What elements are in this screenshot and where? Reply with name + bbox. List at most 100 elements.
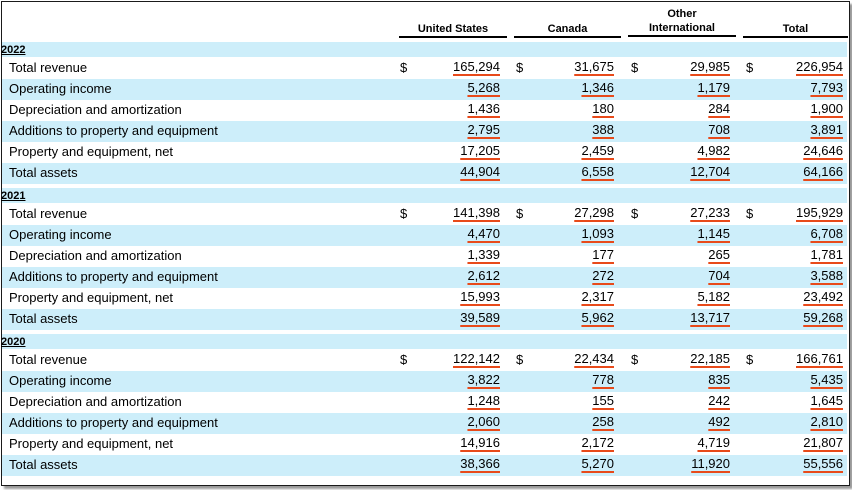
year-label: 2020 xyxy=(1,336,26,348)
row-label-operating-income: Operating income xyxy=(9,373,112,388)
row-label-property-and-equipment-net: Property and equipment, net xyxy=(9,290,174,305)
value-cell: 1,093 xyxy=(581,226,614,241)
currency-symbol: $ xyxy=(631,352,639,367)
value-cell: 17,205 xyxy=(460,143,500,158)
value-cell: 1,248 xyxy=(467,393,500,408)
value-cell: 2,612 xyxy=(467,268,500,283)
row-band xyxy=(2,225,847,246)
value-cell: 166,761 xyxy=(796,351,843,366)
header-canada: Canada xyxy=(514,22,621,38)
value-cell: 6,558 xyxy=(581,164,614,179)
value-cell: 180 xyxy=(592,101,614,116)
value-cell: 1,179 xyxy=(697,80,730,95)
currency-symbol: $ xyxy=(746,206,754,221)
value-cell: 31,675 xyxy=(574,59,614,74)
value-cell: 13,717 xyxy=(690,310,730,325)
header-other-international: Other International xyxy=(628,7,736,37)
value-cell: 2,795 xyxy=(467,122,500,137)
value-cell: 15,993 xyxy=(460,289,500,304)
value-cell: 11,920 xyxy=(691,456,730,471)
value-cell: 38,366 xyxy=(460,456,500,471)
value-cell: 2,459 xyxy=(581,143,614,158)
value-cell: 22,434 xyxy=(574,351,614,366)
value-cell: 122,142 xyxy=(453,351,500,366)
value-cell: 1,339 xyxy=(467,247,500,262)
header-total: Total xyxy=(743,22,848,38)
value-cell: 3,891 xyxy=(810,122,843,137)
value-cell: 195,929 xyxy=(796,205,843,220)
value-cell: 3,588 xyxy=(810,268,843,283)
row-band xyxy=(2,413,847,434)
currency-symbol: $ xyxy=(631,60,639,75)
year-label: 2022 xyxy=(1,44,26,56)
row-label-depreciation-and-amortization: Depreciation and amortization xyxy=(9,102,182,117)
value-cell: 1,145 xyxy=(697,226,730,241)
value-cell: 22,185 xyxy=(690,351,730,366)
value-cell: 5,435 xyxy=(810,372,843,387)
row-band xyxy=(2,309,847,330)
value-cell: 835 xyxy=(708,372,730,387)
value-cell: 258 xyxy=(592,414,614,429)
row-band xyxy=(2,79,847,100)
row-label-total-assets: Total assets xyxy=(9,165,78,180)
currency-symbol: $ xyxy=(516,352,524,367)
currency-symbol: $ xyxy=(400,206,408,221)
value-cell: 7,793 xyxy=(810,80,843,95)
value-cell: 165,294 xyxy=(453,59,500,74)
value-cell: 5,182 xyxy=(697,289,730,304)
row-label-additions-to-property-and-equipment: Additions to property and equipment xyxy=(9,123,218,138)
value-cell: 265 xyxy=(708,247,730,262)
row-label-total-assets: Total assets xyxy=(9,457,78,472)
value-cell: 39,589 xyxy=(460,310,500,325)
row-label-property-and-equipment-net: Property and equipment, net xyxy=(9,436,174,451)
value-cell: 1,645 xyxy=(810,393,843,408)
header-united-states: United States xyxy=(399,22,507,38)
value-cell: 2,060 xyxy=(467,414,500,429)
year-label: 2021 xyxy=(1,190,26,202)
value-cell: 21,807 xyxy=(803,435,843,450)
header-other-line2: International xyxy=(648,22,715,34)
row-band xyxy=(2,455,847,476)
row-band xyxy=(2,163,847,184)
row-label-additions-to-property-and-equipment: Additions to property and equipment xyxy=(9,415,218,430)
currency-symbol: $ xyxy=(516,206,524,221)
value-cell: 708 xyxy=(708,122,730,137)
year-band xyxy=(2,188,847,203)
row-label-property-and-equipment-net: Property and equipment, net xyxy=(9,144,174,159)
value-cell: 6,708 xyxy=(810,226,843,241)
year-band xyxy=(2,42,847,57)
value-cell: 55,556 xyxy=(803,456,843,471)
value-cell: 4,470 xyxy=(467,226,500,241)
row-label-additions-to-property-and-equipment: Additions to property and equipment xyxy=(9,269,218,284)
value-cell: 704 xyxy=(708,268,730,283)
value-cell: 44,904 xyxy=(460,164,500,179)
value-cell: 2,317 xyxy=(581,289,614,304)
value-cell: 4,982 xyxy=(697,143,730,158)
value-cell: 226,954 xyxy=(796,59,843,74)
value-cell: 2,810 xyxy=(810,414,843,429)
value-cell: 29,985 xyxy=(690,59,730,74)
value-cell: 24,646 xyxy=(803,143,843,158)
currency-symbol: $ xyxy=(746,60,754,75)
value-cell: 59,268 xyxy=(803,310,843,325)
value-cell: 12,704 xyxy=(690,164,730,179)
value-cell: 778 xyxy=(592,372,614,387)
value-cell: 141,398 xyxy=(453,205,500,220)
value-cell: 1,436 xyxy=(467,101,500,116)
currency-symbol: $ xyxy=(631,206,639,221)
row-band xyxy=(2,371,847,392)
row-label-total-revenue: Total revenue xyxy=(9,206,88,221)
value-cell: 27,298 xyxy=(574,205,614,220)
value-cell: 177 xyxy=(592,247,614,262)
row-label-operating-income: Operating income xyxy=(9,227,112,242)
row-label-operating-income: Operating income xyxy=(9,81,112,96)
header-other-line1: Other xyxy=(667,8,697,20)
value-cell: 2,172 xyxy=(581,435,614,450)
row-label-total-revenue: Total revenue xyxy=(9,352,88,367)
row-band xyxy=(2,267,847,288)
value-cell: 492 xyxy=(708,414,730,429)
value-cell: 3,822 xyxy=(467,372,500,387)
currency-symbol: $ xyxy=(400,352,408,367)
value-cell: 23,492 xyxy=(803,289,843,304)
value-cell: 5,268 xyxy=(467,80,500,95)
